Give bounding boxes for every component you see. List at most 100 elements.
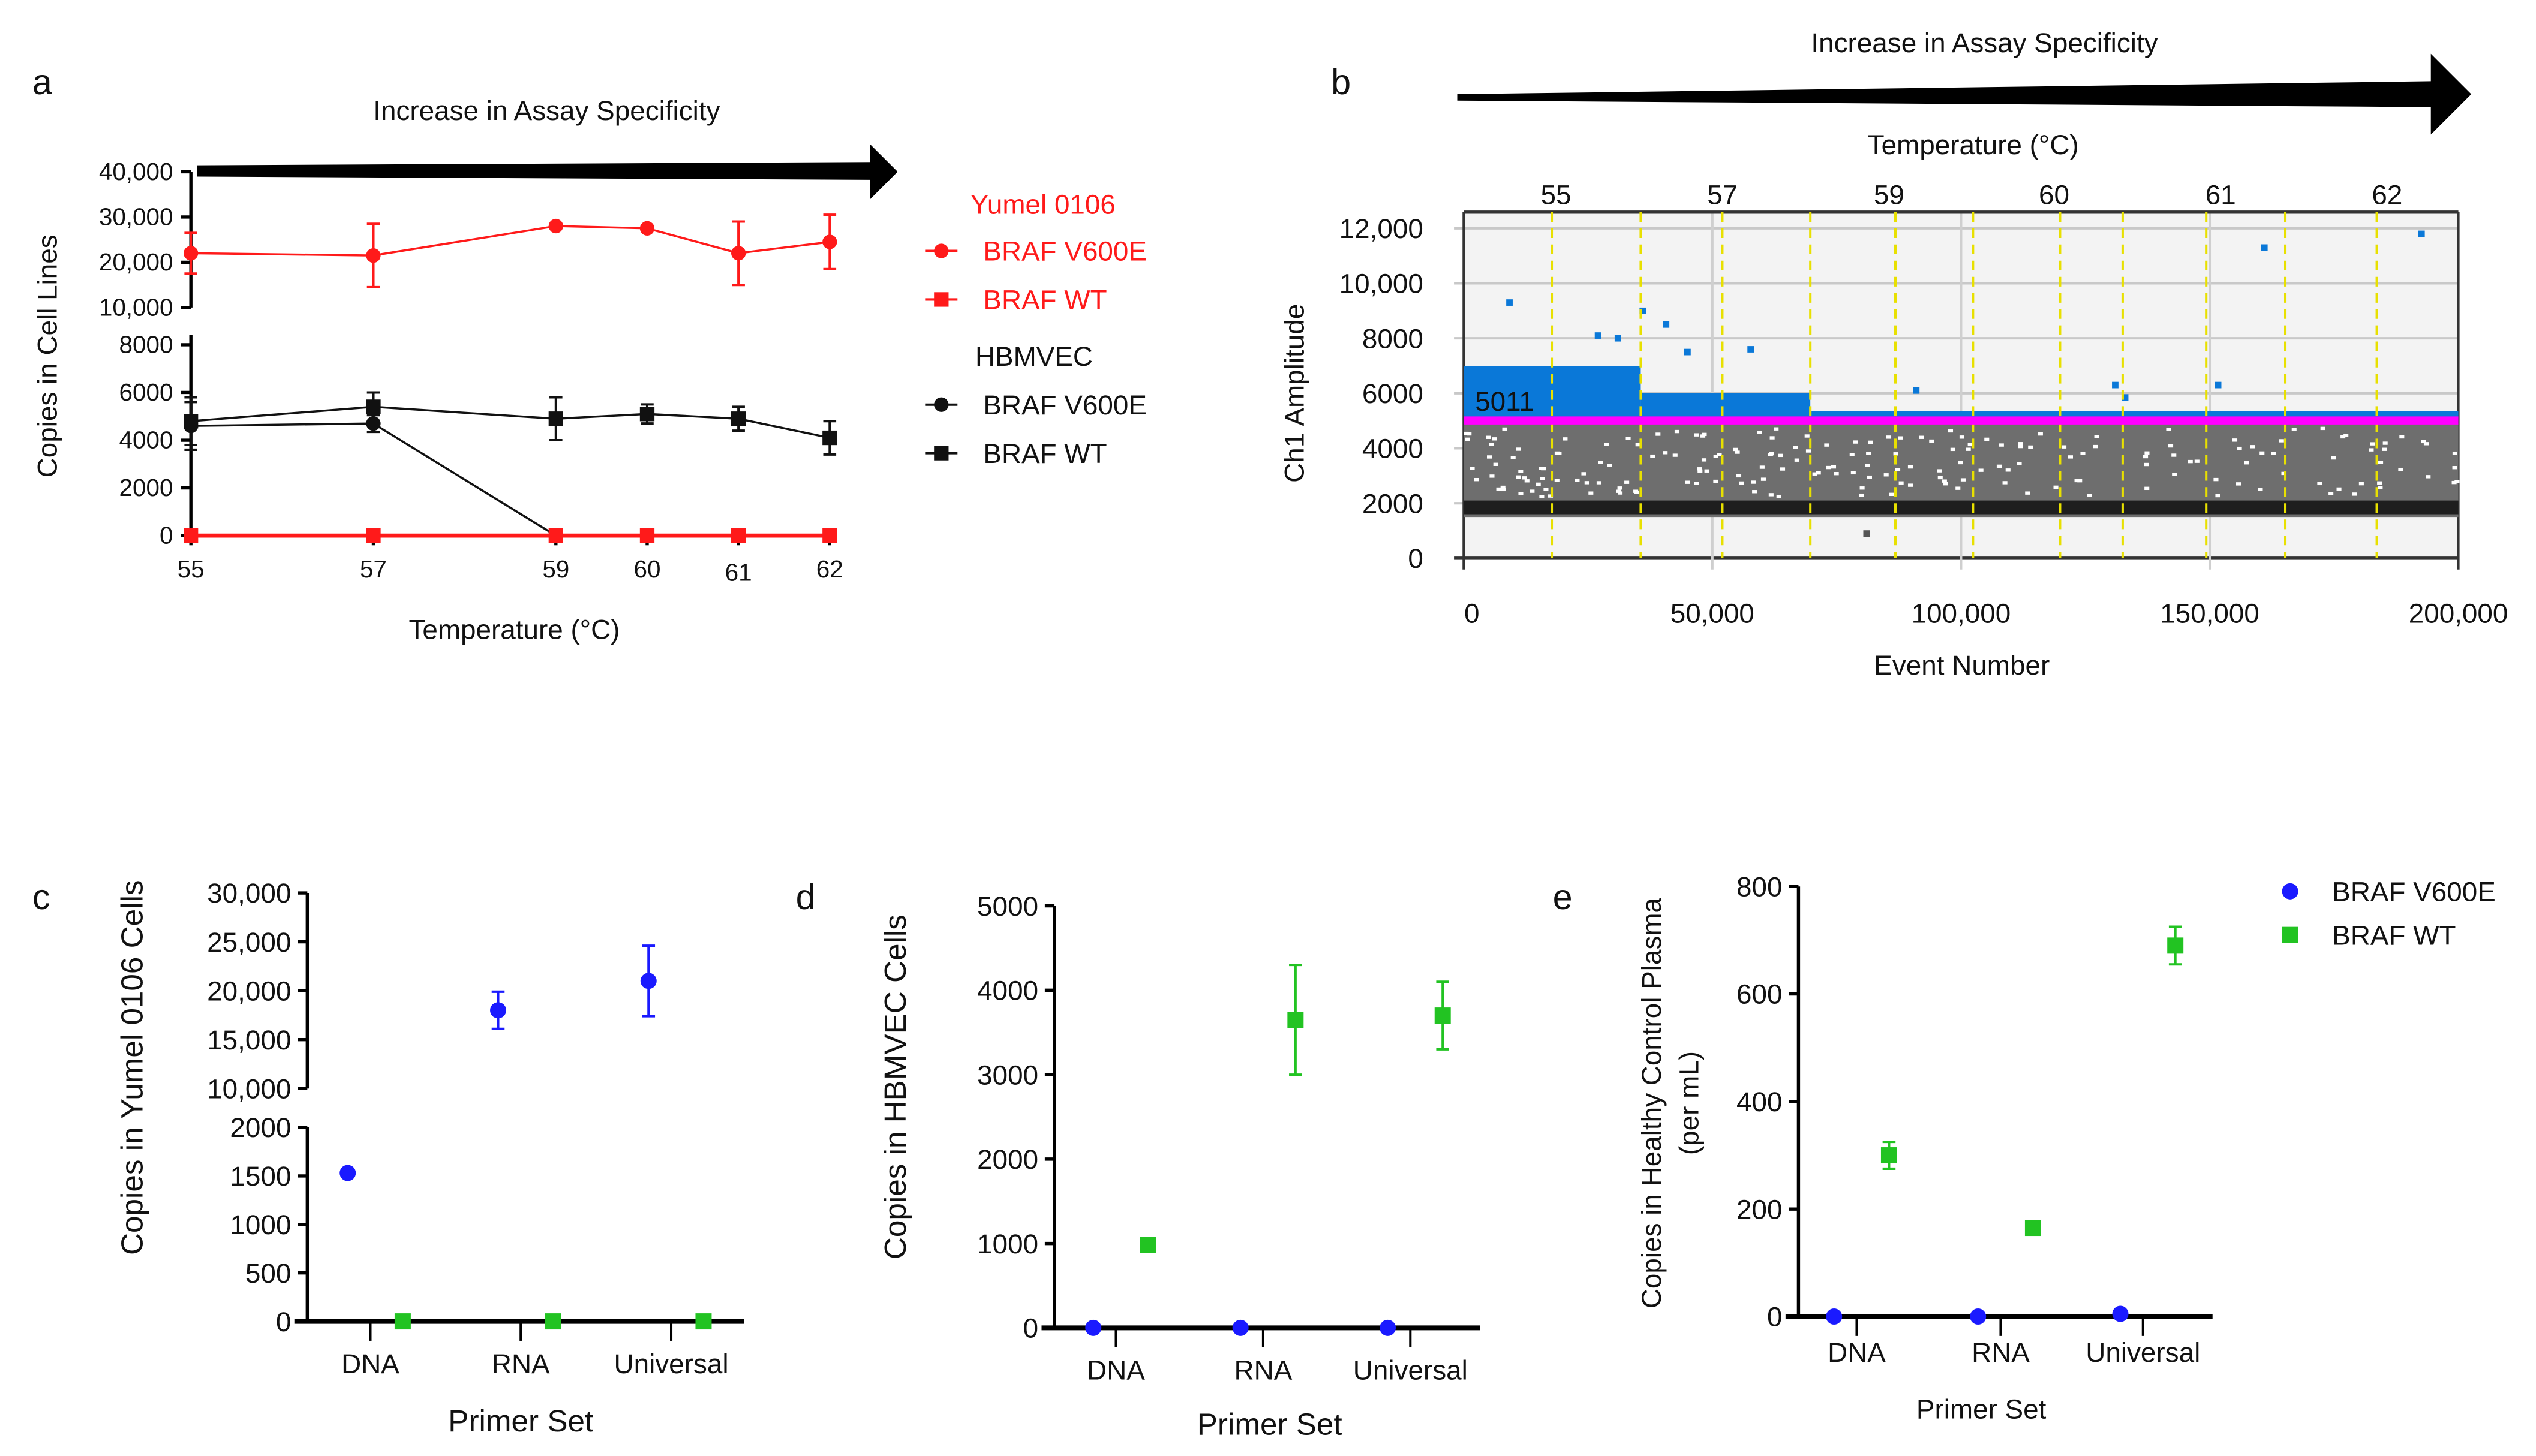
negative-droplet-gap [2340,435,2346,439]
negative-droplet-gap [2421,440,2426,444]
negative-droplet-gap [2352,492,2357,496]
negative-droplet-gap [2382,441,2388,445]
negative-droplet-gap [1850,471,1856,475]
threshold-label: 5011 [1475,386,1534,417]
data-point [822,528,837,543]
negative-droplet-gap [1929,439,1934,443]
panel-a: Increase in Assay Specificity Temperatur… [32,95,1147,645]
negative-droplet-gap [1713,455,1718,458]
data-point [339,1165,356,1181]
negative-droplet-gap [1967,443,1973,447]
negative-droplet-gap [2074,479,2080,483]
y-tick-label: 3000 [977,1060,1038,1090]
negative-droplet-gap [1893,452,1898,456]
legend-label: BRAF V600E [983,390,1147,420]
negative-droplet-gap [2093,444,2098,449]
negative-droplet-gap [1805,449,1811,453]
x-tick-label: 55 [178,555,205,583]
negative-droplet-gap [2215,494,2220,498]
legend-marker-braf-wt [2282,926,2298,943]
negative-droplet-gap [1500,485,1506,489]
data-point [366,248,381,263]
negative-droplet-gap [2377,481,2382,485]
negative-droplet-gap [2171,453,2177,457]
negative-droplet-gap [2028,445,2033,449]
negative-droplet-gap [1697,469,1703,473]
negative-droplet-gap [2038,432,2043,436]
top-tick-label: 61 [2206,179,2236,210]
x-tick-label: RNA [492,1349,550,1379]
x-tick-label: 100,000 [1912,598,2011,629]
negative-droplet-gap [1937,469,1942,473]
top-tick-label: 62 [2372,179,2402,210]
y-tick-label: 2000 [1362,488,1423,519]
negative-droplet-gap [1694,433,1699,437]
panel-e: Primer Set Copies in Healthy Control Pla… [1636,871,2496,1424]
panel-label-a: a [32,62,52,102]
negative-droplet-gap [1467,432,1472,436]
negative-droplet-gap [1596,481,1601,485]
data-point [490,1002,506,1019]
y-tick-label: 20,000 [99,248,173,276]
negative-droplet-gap [1853,440,1858,444]
negative-droplet-gap [2320,426,2325,431]
negative-droplet-gap [2291,428,2297,431]
panel-e-legend: BRAF V600E BRAF WT [2282,877,2496,950]
y-tick-label: 30,000 [99,203,173,230]
negative-droplet-gap [1465,437,1471,441]
negative-droplet-gap [1948,429,1954,433]
data-point [695,1313,712,1330]
y-tick-label: 1000 [230,1210,291,1240]
negative-droplet-gap [1487,455,1492,459]
droplet-point [2261,244,2268,251]
data-point [731,246,746,261]
negative-droplet-gap [1778,453,1783,458]
data-point [731,411,746,426]
negative-droplet-gap [1867,475,1873,479]
negative-droplet-gap [1543,488,1549,491]
legend-label: BRAF WT [983,285,1107,315]
data-point [184,419,199,434]
panel-label-b: b [1331,62,1351,102]
panel-b-ylabel: Ch1 Amplitude [1279,304,1309,483]
negative-droplet-gap [1958,461,1963,465]
negative-droplet-gap [1541,467,1546,471]
panel-a-legend: Yumel 0106 HBMVEC [970,189,1116,372]
y-tick-label: 4000 [1362,434,1423,464]
data-point [1140,1237,1156,1253]
negative-droplet-gap [2328,492,2334,495]
negative-droplet-gap [1955,486,1961,490]
y-tick-label: 30,000 [207,878,291,909]
top-tick-label: 60 [2039,179,2069,210]
negative-droplet-gap [1530,489,1535,493]
y-tick-label: 0 [160,522,173,549]
panel-c: Primer Set Copies in Yumel 0106 Cells 0 5… [115,878,744,1438]
droplet-point [1614,335,1621,342]
negative-droplet-gap [1898,436,1903,440]
negative-droplet-gap [1984,437,1990,441]
negative-droplet-gap [2168,444,2174,448]
negative-droplet-gap [1751,480,1757,484]
negative-droplet-gap [1826,465,1831,470]
data-point [366,528,381,543]
y-tick-label: 10,000 [207,1073,291,1104]
data-point [1232,1319,1249,1336]
specificity-arrow-a [197,144,898,200]
negative-droplet-gap [2258,488,2263,491]
negative-droplet-gap [1518,470,1524,473]
y-tick-label: 0 [1408,543,1423,574]
negative-droplet-gap [2144,486,2150,491]
negative-droplet-gap [2451,480,2457,485]
negative-droplet-gap [1966,447,1971,451]
y-tick-label: 2000 [977,1144,1038,1175]
negative-droplet-gap [1539,467,1544,470]
negative-droplet-gap [1496,487,1501,491]
negative-droplet-gap [1697,467,1702,471]
negative-droplet-gap [1907,465,1913,469]
negative-droplet-gap [2232,438,2238,442]
panel-b-top-axis-label: Temperature (°C) [1868,130,2079,160]
negative-droplet-gap [2454,480,2460,483]
legend-marker [934,243,949,258]
droplet-point [1913,387,1920,394]
negative-droplet-gap [1942,479,1947,483]
